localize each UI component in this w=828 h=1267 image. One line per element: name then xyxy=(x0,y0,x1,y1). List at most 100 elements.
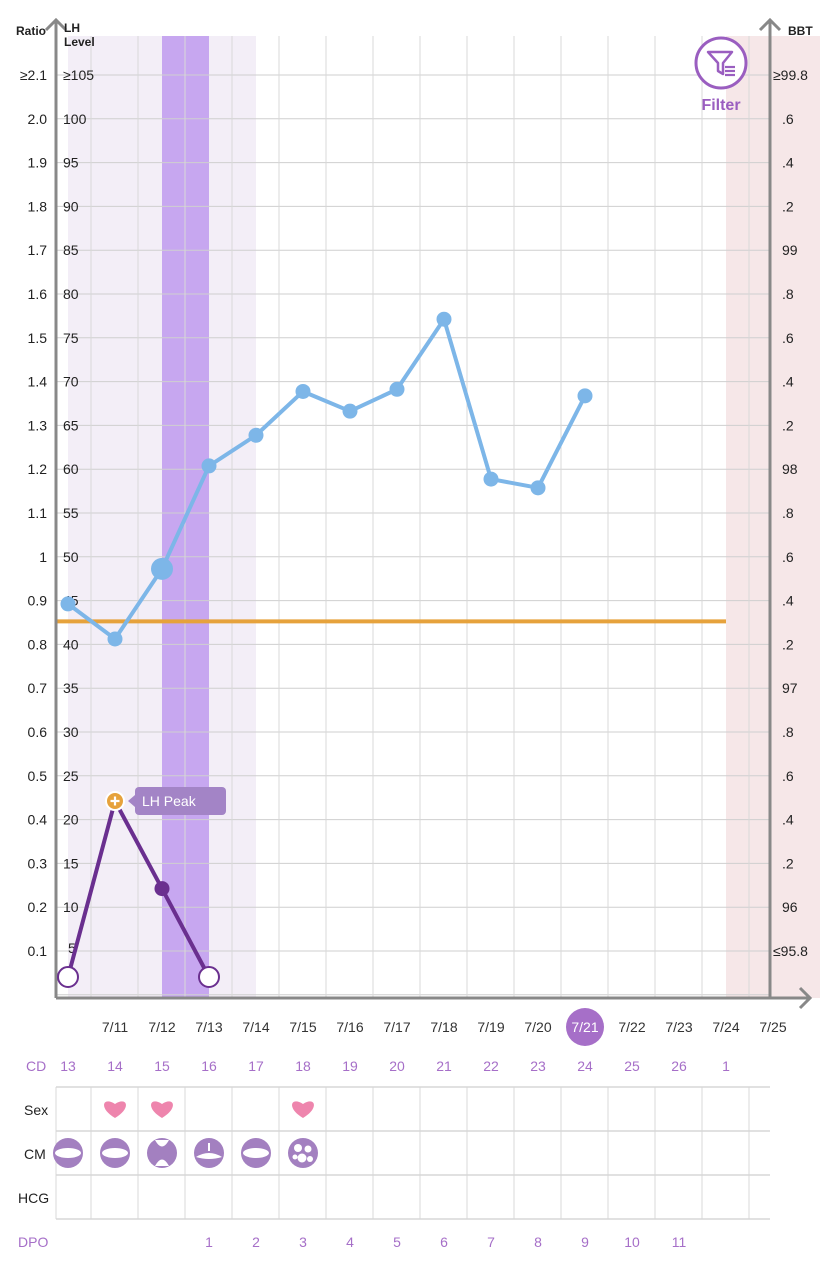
cd-value: 24 xyxy=(577,1058,593,1074)
ratio-tick-label: 1.8 xyxy=(28,198,48,214)
ratio-tick-label: 1.5 xyxy=(28,330,48,346)
cd-value: 18 xyxy=(295,1058,311,1074)
cm-icon-shape xyxy=(243,1148,269,1158)
dpo-value: 3 xyxy=(299,1234,307,1250)
lh-tick-label: ≥105 xyxy=(63,67,94,83)
lh-point[interactable] xyxy=(57,966,79,988)
right-axis-arrow-icon xyxy=(758,17,782,32)
x-tick-label: 7/18 xyxy=(430,1019,457,1035)
bbt-tick-label: .4 xyxy=(782,812,794,828)
lh-series: LH Peak xyxy=(57,787,226,988)
bbt-tick-label: .8 xyxy=(782,724,794,740)
tracking-rows: CD 13 14 15 16 17 18 19 20 21 22 23 24 25 26 1SexCMHCGD… xyxy=(18,1058,770,1250)
bbt-tick-label: .6 xyxy=(782,768,794,784)
ratio-tick-label: 0.9 xyxy=(28,593,48,609)
x-axis-arrow-icon xyxy=(798,986,813,1010)
cd-value: 21 xyxy=(436,1058,452,1074)
ratio-tick-label: 1.2 xyxy=(28,461,48,477)
ratio-tick-label: 0.7 xyxy=(28,680,48,696)
x-tick-label: 7/17 xyxy=(383,1019,410,1035)
funnel-icon xyxy=(694,36,748,90)
lh-tick-label: 75 xyxy=(63,330,79,346)
lh-tick-label: 100 xyxy=(63,111,87,127)
bbt-series xyxy=(60,311,593,647)
day-shading xyxy=(68,36,820,998)
bbt-point[interactable] xyxy=(201,458,217,474)
ratio-tick-label: 0.3 xyxy=(28,855,48,871)
heart-icon[interactable] xyxy=(151,1101,173,1118)
lh-peak-label: LH Peak xyxy=(142,793,197,809)
cm-eggwhite-icon[interactable] xyxy=(288,1138,318,1168)
bbt-point[interactable] xyxy=(483,471,499,487)
bbt-point[interactable] xyxy=(389,381,405,397)
bbt-tick-label: .4 xyxy=(782,374,794,390)
bbt-tick-label: 97 xyxy=(782,680,798,696)
cd-value: 22 xyxy=(483,1058,499,1074)
lh-tick-label: 50 xyxy=(63,549,79,565)
lh-tick-label: 90 xyxy=(63,198,79,214)
x-axis-labels: 7/11 7/12 7/13 7/14 7/15 7/16 7/17 7/18 7/19 7/20… xyxy=(102,1008,787,1046)
dpo-value: 4 xyxy=(346,1234,354,1250)
bbt-tick-label: .8 xyxy=(782,505,794,521)
cd-value: 23 xyxy=(530,1058,546,1074)
ratio-tick-label: 0.4 xyxy=(28,812,48,828)
bbt-point[interactable] xyxy=(577,388,593,404)
bbt-point[interactable] xyxy=(60,596,76,612)
bbt-tick-label: ≤95.8 xyxy=(773,943,808,959)
bbt-tick-label: .6 xyxy=(782,549,794,565)
cd-value: 25 xyxy=(624,1058,640,1074)
ratio-tick-label: ≥2.1 xyxy=(20,67,47,83)
bbt-point[interactable] xyxy=(436,311,452,327)
cm-icon-shape xyxy=(307,1156,313,1162)
cm-icon-shape xyxy=(297,1153,307,1163)
ratio-axis-title: Ratio xyxy=(16,24,46,38)
bbt-point[interactable] xyxy=(248,427,264,443)
cm-dry-icon[interactable] xyxy=(241,1138,271,1168)
bbt-tick-label: .4 xyxy=(782,593,794,609)
bbt-axis-title: BBT xyxy=(788,24,813,38)
cm-icon-shape xyxy=(155,1140,169,1166)
lh-point[interactable] xyxy=(154,881,170,897)
ratio-tick-label: 0.8 xyxy=(28,636,48,652)
lh-tick-label: 60 xyxy=(63,461,79,477)
cd-value: 20 xyxy=(389,1058,405,1074)
ratio-tick-label: 1.3 xyxy=(28,417,48,433)
cm-icon-shape xyxy=(55,1148,81,1158)
cm-dry-icon[interactable] xyxy=(100,1138,130,1168)
x-tick-label: 7/25 xyxy=(759,1019,786,1035)
today-marker[interactable] xyxy=(566,1008,604,1046)
dpo-value: 1 xyxy=(205,1234,213,1250)
bbt-tick-label: .8 xyxy=(782,286,794,302)
lh-tick-label: 25 xyxy=(63,768,79,784)
ratio-tick-label: 0.6 xyxy=(28,724,48,740)
chart-grid xyxy=(56,36,770,998)
cm-sticky-icon[interactable] xyxy=(147,1138,177,1168)
bbt-point[interactable] xyxy=(295,383,311,399)
cd-value: 16 xyxy=(201,1058,217,1074)
lh-tick-label: 65 xyxy=(63,417,79,433)
bbt-tick-label: 99 xyxy=(782,242,798,258)
ratio-tick-label: 0.1 xyxy=(28,943,48,959)
bbt-point[interactable] xyxy=(107,631,123,647)
x-tick-label: 7/19 xyxy=(477,1019,504,1035)
lh-tick-label: 10 xyxy=(63,899,79,915)
cd-value: 14 xyxy=(107,1058,123,1074)
lh-tick-label: 40 xyxy=(63,636,79,652)
dpo-value: 6 xyxy=(440,1234,448,1250)
cm-icon-shape xyxy=(102,1148,128,1158)
bbt-point[interactable] xyxy=(151,557,173,580)
ratio-tick-label: 1.7 xyxy=(28,242,48,258)
heart-icon[interactable] xyxy=(104,1101,126,1118)
bbt-point[interactable] xyxy=(530,480,546,496)
cm-dry-icon[interactable] xyxy=(53,1138,83,1168)
lh-tick-label: 70 xyxy=(63,374,79,390)
x-tick-label: 7/15 xyxy=(289,1019,316,1035)
bbt-point[interactable] xyxy=(342,403,358,419)
x-tick-label: 7/14 xyxy=(242,1019,269,1035)
heart-icon[interactable] xyxy=(292,1101,314,1118)
bbt-tick-label: .6 xyxy=(782,111,794,127)
bbt-tick-label: .6 xyxy=(782,330,794,346)
filter-button[interactable]: Filter xyxy=(690,36,752,116)
cm-creamy-icon[interactable] xyxy=(194,1138,224,1168)
lh-point[interactable] xyxy=(198,966,220,988)
